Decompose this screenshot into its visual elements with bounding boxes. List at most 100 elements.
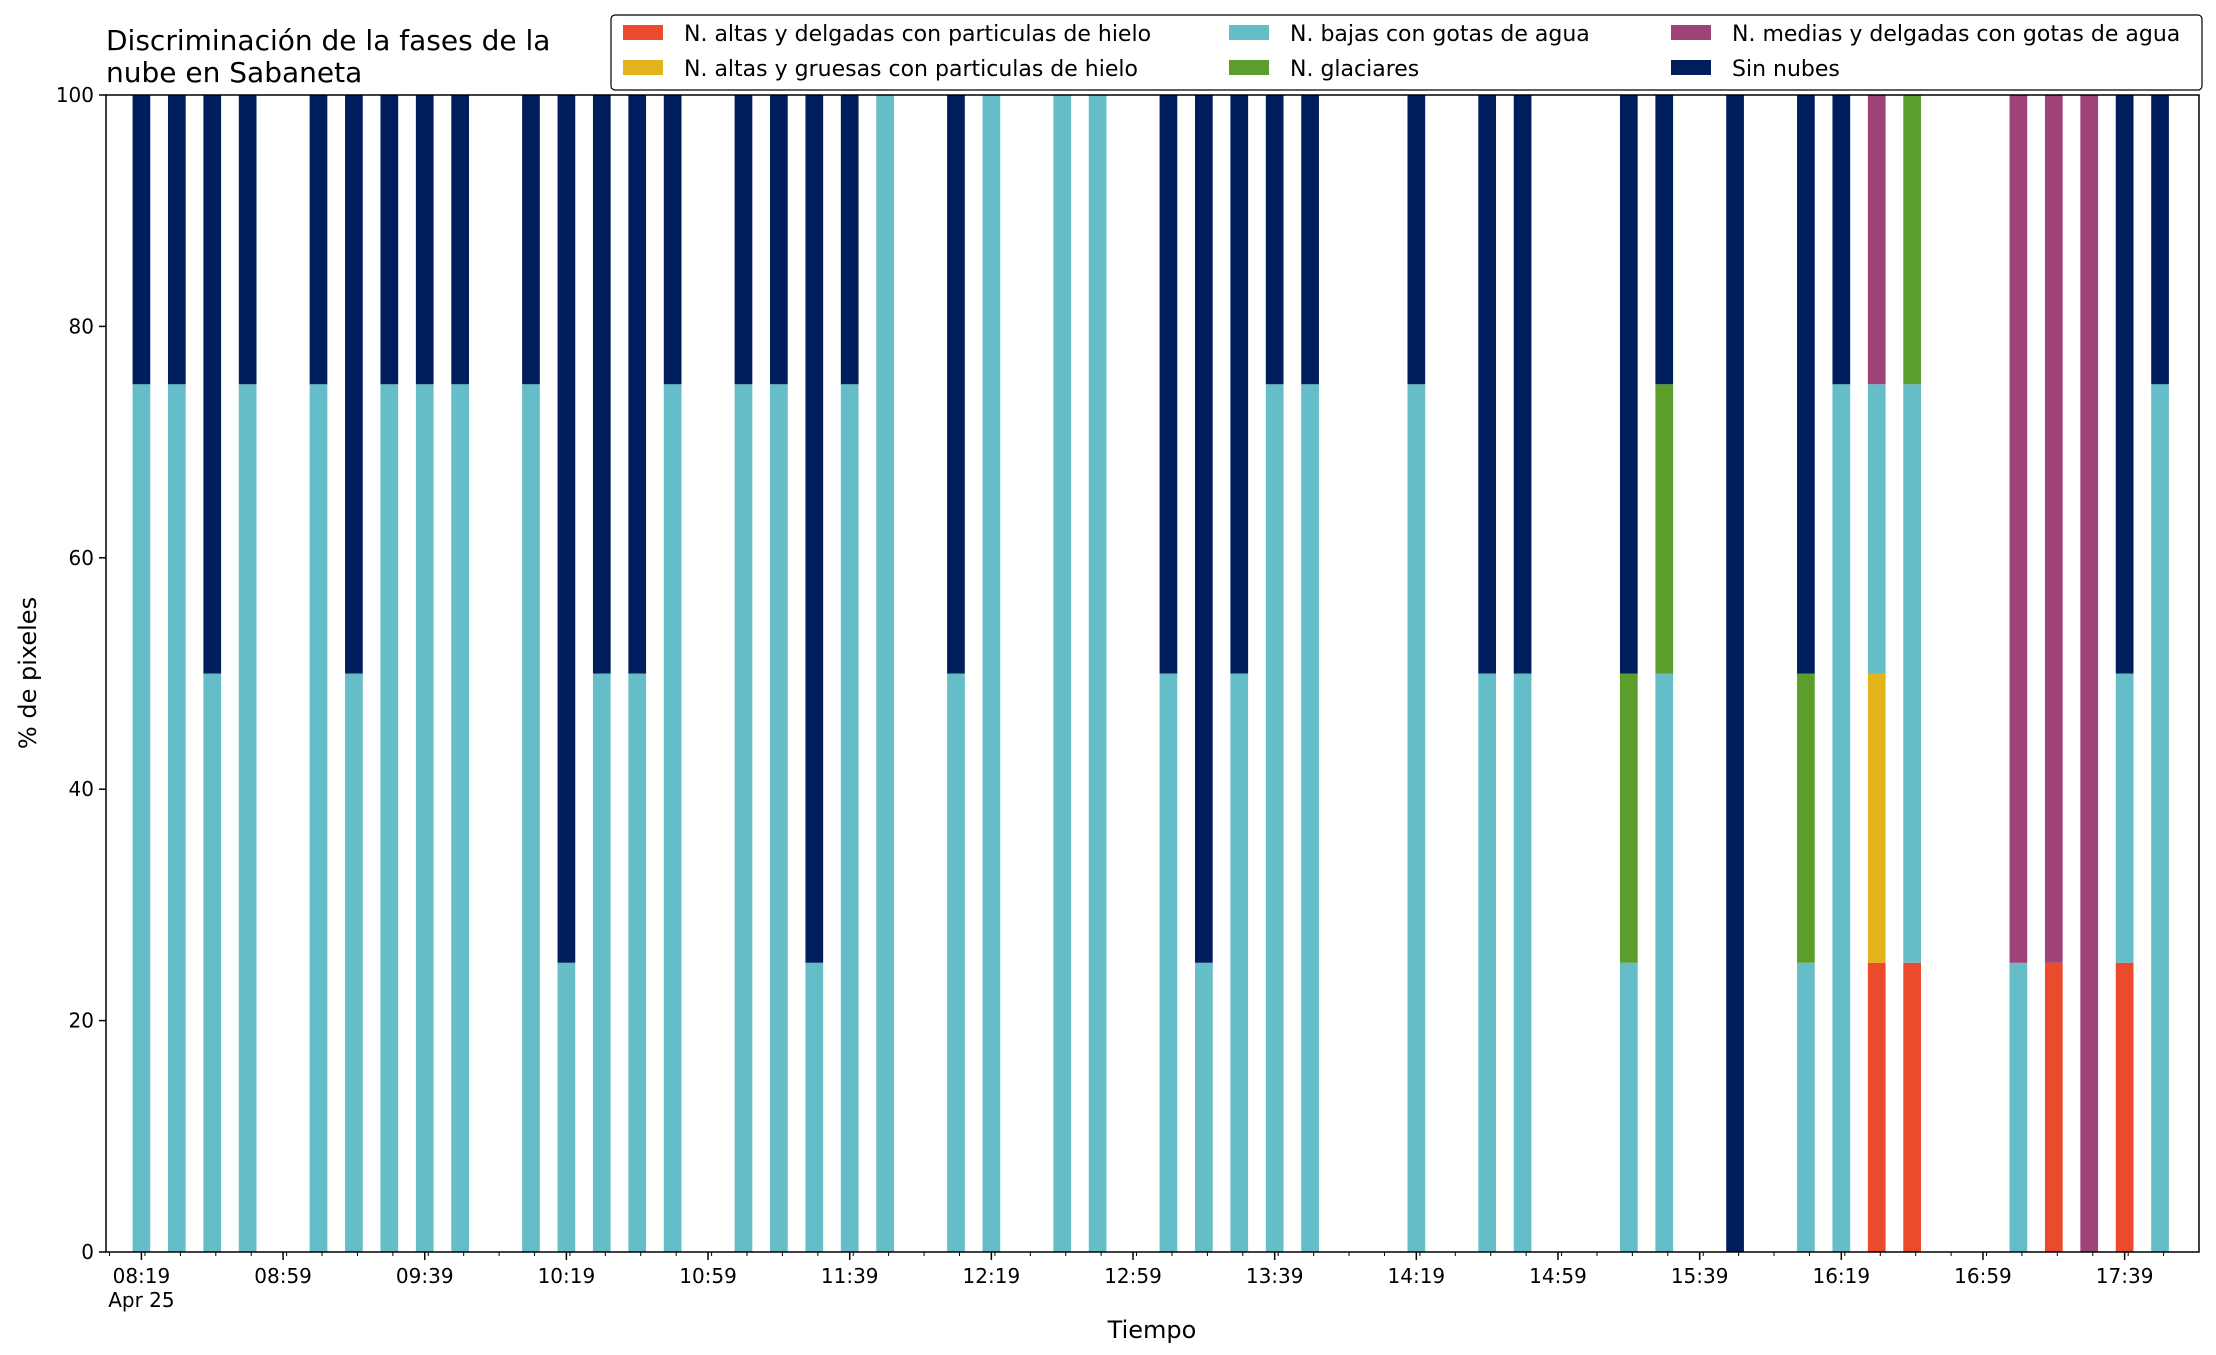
y-tick-label-40: 40 — [69, 777, 94, 801]
bar-segment-1439-s5 — [1478, 95, 1497, 674]
legend: N. altas y delgadas con particulas de hi… — [610, 14, 2203, 91]
legend-swatch — [1671, 25, 1711, 40]
bar-segment-1609-s2 — [1797, 962, 1815, 1252]
plot-frame — [105, 94, 2200, 1253]
x-tick-label: 16:19 — [1812, 1264, 1870, 1288]
bar-segment-1109-s2 — [734, 384, 753, 1252]
bar-segment-1319-s2 — [1195, 962, 1213, 1252]
bar-segment-1349-s5 — [1301, 95, 1319, 385]
legend-label: N. glaciares — [1290, 57, 1419, 82]
bar-segment-1709-s2 — [2009, 962, 2028, 1252]
x-axis: 08:19 Apr 25 08:59 09:39 10:19 10:59 11:39 12:1… — [108, 1252, 2165, 1312]
x-tick-label: 11:39 — [821, 1264, 879, 1288]
bar-segment-1639-s3 — [1903, 95, 1921, 385]
y-tick-label-60: 60 — [69, 546, 94, 570]
bar-segment-1719-s4 — [2044, 95, 2063, 963]
bar-segment-1119-s2 — [770, 384, 788, 1252]
y-tick-label-20: 20 — [69, 1009, 94, 1033]
x-tick-label: 10:59 — [679, 1264, 737, 1288]
bar-segment-1009-s2 — [522, 384, 540, 1252]
legend-label: N. altas y delgadas con particulas de hi… — [684, 22, 1151, 47]
x-tick-label: 09:39 — [396, 1264, 454, 1288]
x-tick-label: 15:39 — [1671, 1264, 1729, 1288]
bar-segment-1419-s2 — [1407, 384, 1426, 1252]
legend-swatch — [623, 25, 663, 40]
x-tick-label: 16:59 — [1954, 1264, 2012, 1288]
bar-segment-1339-s5 — [1265, 95, 1284, 385]
bar-segment-0909-s5 — [309, 95, 328, 385]
bar-segment-0829-s5 — [167, 95, 186, 385]
legend-box — [610, 14, 2203, 91]
bar-segment-1029-s2 — [592, 673, 611, 1252]
bar-segment-1609-s3 — [1797, 673, 1815, 963]
bar-segment-1519-s5 — [1619, 95, 1638, 674]
bar-segment-1109-s5 — [734, 95, 753, 385]
y-tick-label-0: 0 — [81, 1240, 94, 1264]
legend-label: N. bajas con gotas de agua — [1290, 22, 1590, 47]
bar-segment-1219-s2 — [982, 95, 1001, 1252]
bar-segment-1319-s5 — [1195, 95, 1213, 963]
bar-segment-1529-s3 — [1655, 384, 1674, 674]
bar-segment-1739-s2 — [2115, 673, 2134, 963]
bar-segment-1729-s4 — [2080, 95, 2099, 1252]
bar-segment-1529-s2 — [1655, 673, 1674, 1252]
bar-segment-1549-s5 — [1726, 95, 1744, 1252]
bar-segment-1519-s2 — [1619, 962, 1638, 1252]
bar-segment-1049-s2 — [663, 384, 682, 1252]
bar-segment-1749-s5 — [2151, 95, 2169, 385]
y-axis: 0 20 40 60 80 100 — [56, 83, 106, 1264]
bar-segment-1449-s2 — [1513, 673, 1532, 1252]
bar-segment-1339-s2 — [1265, 384, 1284, 1252]
bar-segment-1739-s5 — [2115, 95, 2134, 674]
bar-segment-1209-s5 — [947, 95, 965, 674]
x-tick-label: 17:39 — [2096, 1264, 2154, 1288]
bar-segment-0919-s5 — [345, 95, 363, 674]
x-tick-label: 14:59 — [1529, 1264, 1587, 1288]
bar-segment-0829-s2 — [167, 384, 186, 1252]
bar-segment-1439-s2 — [1478, 673, 1497, 1252]
bar-segment-1149-s2 — [876, 95, 894, 1252]
bar-segment-1719-s0 — [2044, 962, 2063, 1252]
bar-segment-1309-s5 — [1159, 95, 1178, 674]
bar-segment-0939-s2 — [415, 384, 434, 1252]
y-axis-label: % de pixeles — [14, 597, 42, 749]
bar-segment-0839-s5 — [203, 95, 222, 674]
bar-segment-1529-s5 — [1655, 95, 1674, 385]
bar-segment-1139-s2 — [840, 384, 859, 1252]
x-tick-label: 12:59 — [1104, 1264, 1162, 1288]
bar-segment-1619-s5 — [1832, 95, 1851, 385]
bar-segment-1629-s1 — [1867, 673, 1886, 963]
bar-segment-1249-s2 — [1088, 95, 1107, 1252]
bar-segment-1019-s2 — [557, 962, 576, 1252]
legend-label: N. altas y gruesas con particulas de hie… — [684, 57, 1138, 82]
bar-segment-1129-s2 — [805, 962, 824, 1252]
y-tick-label-100: 100 — [56, 83, 94, 107]
x-tick-label: 13:39 — [1246, 1264, 1304, 1288]
bar-segment-0929-s2 — [380, 384, 399, 1252]
bar-segment-1609-s5 — [1797, 95, 1815, 674]
bar-segment-1309-s2 — [1159, 673, 1178, 1252]
bar-segment-1239-s2 — [1053, 95, 1072, 1252]
x-tick-label: 12:19 — [963, 1264, 1021, 1288]
bar-segment-0929-s5 — [380, 95, 399, 385]
y-tick-label-80: 80 — [69, 314, 94, 338]
legend-swatch — [1229, 60, 1269, 75]
bar-segment-1749-s2 — [2151, 384, 2169, 1252]
x-axis-label: Tiempo — [1107, 1316, 1197, 1344]
bar-segment-1039-s5 — [628, 95, 647, 674]
bar-segment-1639-s2 — [1903, 384, 1921, 963]
bar-segment-1139-s5 — [840, 95, 859, 385]
bar-segment-1709-s4 — [2009, 95, 2028, 963]
legend-label: N. medias y delgadas con gotas de agua — [1732, 22, 2180, 47]
x-tick-label: 14:19 — [1388, 1264, 1446, 1288]
x-tick-label: 08:59 — [254, 1264, 312, 1288]
bar-segment-1519-s3 — [1619, 673, 1638, 963]
bar-segment-1629-s0 — [1867, 962, 1886, 1252]
bars-layer — [132, 95, 2169, 1252]
bar-segment-1009-s5 — [522, 95, 540, 385]
bar-segment-1349-s2 — [1301, 384, 1319, 1252]
bar-segment-0849-s2 — [238, 384, 257, 1252]
bar-segment-1209-s2 — [947, 673, 965, 1252]
bar-segment-1119-s5 — [770, 95, 788, 385]
